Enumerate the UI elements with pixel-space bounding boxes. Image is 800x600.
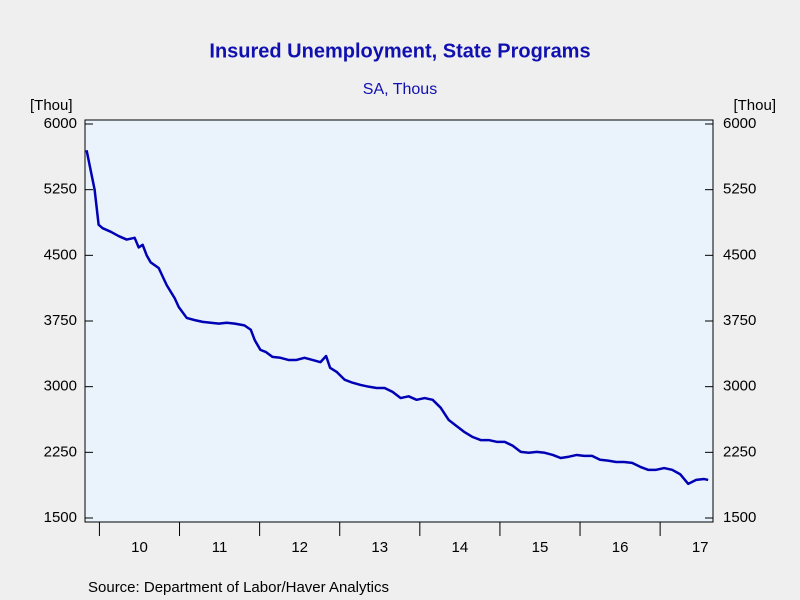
- x-tick-label: 13: [371, 539, 388, 556]
- y-tick-label: 6000: [44, 115, 77, 132]
- y-tick-label: 2250: [44, 443, 77, 460]
- x-tick-label: 16: [612, 539, 629, 556]
- y-tick-label: 5250: [44, 181, 77, 198]
- y-tick-label: 3750: [44, 312, 77, 329]
- y-tick-label: 3000: [44, 378, 77, 395]
- y2-tick-label: 1500: [723, 509, 756, 526]
- x-tick-label: 10: [131, 539, 148, 556]
- y2-tick-label: 2250: [723, 443, 756, 460]
- y2-axis-label: [Thou]: [733, 97, 776, 114]
- chart-title: Insured Unemployment, State Programs: [209, 40, 590, 62]
- y2-tick-label: 6000: [723, 115, 756, 132]
- y-tick-label: 4500: [44, 246, 77, 263]
- x-tick-label: 17: [692, 539, 709, 556]
- y-tick-label: 1500: [44, 509, 77, 526]
- x-tick-label: 14: [452, 539, 469, 556]
- y-axis-label: [Thou]: [30, 97, 73, 114]
- y2-tick-label: 5250: [723, 181, 756, 198]
- x-tick-label: 11: [212, 539, 228, 556]
- y2-tick-label: 3750: [723, 312, 756, 329]
- chart-subtitle: SA, Thous: [363, 81, 437, 98]
- y2-tick-label: 3000: [723, 378, 756, 395]
- plot-area: [84, 119, 714, 523]
- y2-tick-label: 4500: [723, 246, 756, 263]
- source-note: Source: Department of Labor/Haver Analyt…: [88, 579, 389, 596]
- x-tick-label: 12: [291, 539, 308, 556]
- x-tick-label: 15: [532, 539, 549, 556]
- data-line: [85, 150, 709, 486]
